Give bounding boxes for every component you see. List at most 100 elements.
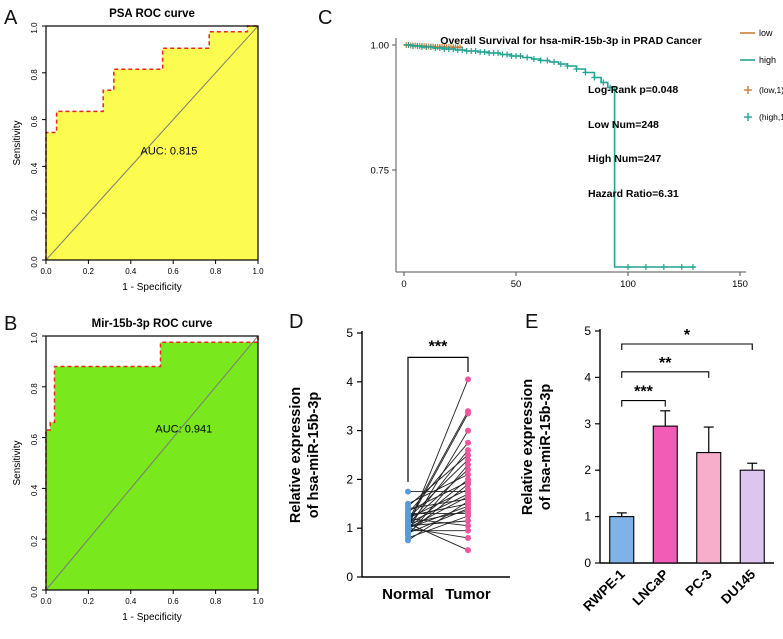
x-tick-label: 0.2 bbox=[83, 267, 95, 276]
y-tick-label: 0.6 bbox=[30, 115, 39, 127]
pair-line bbox=[407, 464, 469, 536]
x-tick-label: 1.0 bbox=[252, 597, 264, 606]
y-tick-label: 0.4 bbox=[30, 484, 39, 496]
tumor-point bbox=[465, 456, 471, 463]
roc-curve bbox=[45, 336, 259, 590]
pair-line bbox=[407, 515, 469, 539]
tumor-point bbox=[465, 522, 471, 529]
normal-point bbox=[405, 525, 411, 532]
x-axis-label: 1 - Specificity bbox=[122, 282, 181, 293]
y-tick-label: 0.8 bbox=[30, 383, 39, 395]
pair-line bbox=[407, 454, 469, 507]
y-tick-label: 0.0 bbox=[30, 586, 39, 598]
x-tick-label: 0.4 bbox=[125, 597, 137, 606]
bar bbox=[609, 516, 635, 564]
x-tick-label: 0.8 bbox=[210, 267, 222, 276]
x-category-label: Normal bbox=[382, 586, 434, 603]
x-category-label: DU145 bbox=[718, 566, 759, 607]
tumor-point bbox=[465, 439, 471, 446]
x-tick-label: 0.0 bbox=[40, 267, 52, 276]
bar bbox=[739, 469, 765, 564]
pair-line bbox=[407, 493, 469, 524]
tumor-point bbox=[465, 527, 471, 534]
chart-title: Mir-15b-3p ROC curve bbox=[92, 318, 213, 330]
y-axis-label: of hsa-miR-15b-3p bbox=[538, 384, 554, 511]
tumor-point bbox=[465, 466, 471, 473]
x-tick-label: 100 bbox=[620, 279, 636, 290]
tumor-point bbox=[465, 452, 471, 458]
normal-point bbox=[405, 500, 411, 507]
y-tick-label: 3 bbox=[346, 424, 353, 438]
panel-label-e: E bbox=[525, 311, 539, 333]
y-axis-label: Relative expression bbox=[520, 379, 536, 515]
diagonal-reference-line bbox=[45, 335, 259, 591]
sig-bracket bbox=[621, 371, 710, 378]
bar bbox=[696, 452, 722, 564]
pair-line bbox=[407, 520, 469, 527]
y-tick-label: 0.6 bbox=[30, 433, 39, 445]
y-tick-label: 4 bbox=[584, 370, 591, 384]
y-tick-label: 0 bbox=[346, 570, 353, 584]
auc-label: AUC: 0.815 bbox=[141, 146, 198, 158]
legend-label: (high,1) bbox=[759, 112, 783, 122]
sig-bracket bbox=[621, 343, 753, 350]
pair-line bbox=[407, 527, 469, 539]
y-tick-label: 0.2 bbox=[30, 209, 39, 221]
x-category-label: LNCaP bbox=[629, 567, 671, 609]
normal-point bbox=[405, 488, 411, 495]
tumor-point bbox=[465, 513, 471, 519]
x-tick-label: 0.2 bbox=[83, 597, 95, 606]
normal-point bbox=[405, 505, 411, 512]
tumor-point bbox=[465, 534, 471, 541]
y-tick-label: 0 bbox=[584, 556, 591, 570]
x-tick-label: 0.0 bbox=[40, 597, 52, 606]
tumor-point bbox=[465, 410, 471, 417]
y-tick-label: 1.0 bbox=[30, 332, 39, 344]
tumor-point bbox=[465, 447, 471, 454]
x-category-label: PC-3 bbox=[683, 566, 716, 599]
x-tick-label: 0 bbox=[401, 279, 406, 290]
sig-bracket bbox=[407, 356, 469, 482]
y-axis-label: Relative expression bbox=[288, 387, 304, 523]
paired-expression-chart: 0 1 2 3 4 5 *** Normal Tumor Relative expression o… bbox=[288, 326, 510, 603]
y-tick-label: 2 bbox=[584, 463, 591, 477]
normal-point bbox=[405, 520, 411, 527]
mir15b-roc-chart: Mir-15b-3p ROC curve 0.0 0.2 0.4 0.6 0.8 1.0 0.… bbox=[12, 318, 264, 623]
tumor-point bbox=[465, 461, 471, 468]
auc-label: AUC: 0.941 bbox=[155, 424, 212, 436]
x-tick-label: 0.6 bbox=[168, 267, 180, 276]
y-tick-label: 0.2 bbox=[30, 535, 39, 547]
legend-label: (low,1) bbox=[759, 85, 783, 95]
chart-title: PSA ROC curve bbox=[109, 8, 195, 20]
pair-line bbox=[407, 517, 469, 527]
x-tick-label: 0.6 bbox=[168, 597, 180, 606]
y-tick-label: 5 bbox=[584, 324, 591, 338]
tumor-point bbox=[465, 547, 471, 554]
y-tick-label: 4 bbox=[346, 375, 353, 389]
annotation: High Num=247 bbox=[588, 153, 661, 165]
panel-label-b: B bbox=[4, 313, 18, 335]
pair-line bbox=[407, 481, 469, 512]
pair-line bbox=[407, 442, 469, 514]
x-tick-label: 150 bbox=[732, 279, 748, 290]
y-axis-label: Sensitivity bbox=[12, 440, 23, 485]
annotation: Hazard Ratio=6.31 bbox=[588, 188, 679, 200]
x-tick-label: 50 bbox=[511, 279, 522, 290]
pair-line bbox=[407, 496, 469, 529]
roc-curve bbox=[45, 25, 258, 260]
annotation: Low Num=248 bbox=[588, 119, 659, 131]
legend-label: high bbox=[759, 55, 776, 65]
sig-bracket bbox=[621, 400, 666, 407]
x-tick-label: 1.0 bbox=[252, 267, 264, 276]
x-axis-label: 1 - Specificity bbox=[122, 612, 181, 623]
annotation: Log-Rank p=0.048 bbox=[588, 84, 678, 96]
y-tick-label: 0.4 bbox=[30, 162, 39, 174]
tumor-point bbox=[465, 517, 471, 524]
y-tick-label: 0.8 bbox=[30, 69, 39, 81]
pair-line bbox=[407, 522, 469, 551]
panel-label-d: D bbox=[289, 311, 304, 333]
pair-line bbox=[407, 474, 469, 505]
normal-point bbox=[405, 534, 411, 541]
